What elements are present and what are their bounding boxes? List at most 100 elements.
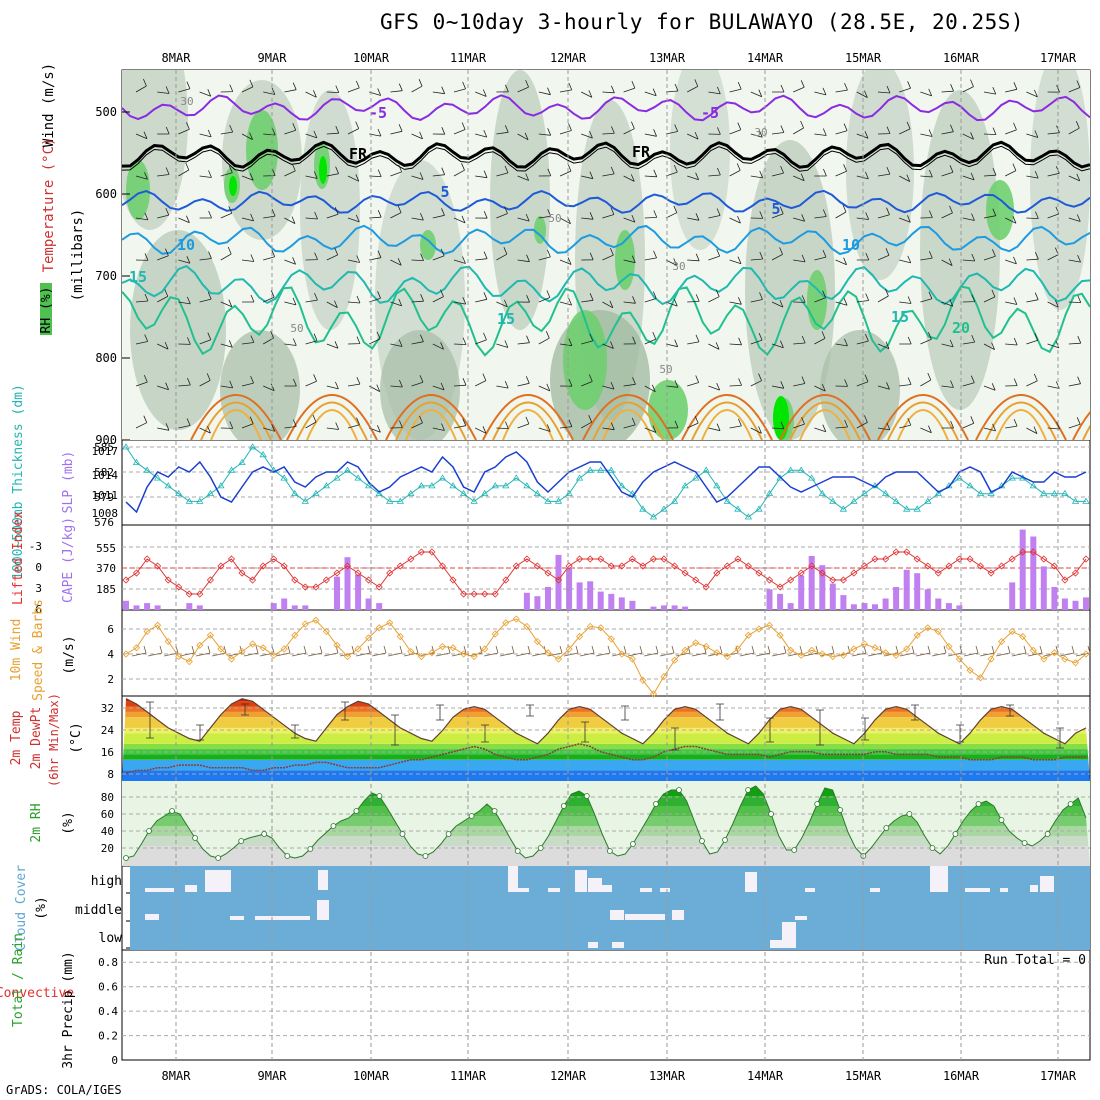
wind-barb [475, 170, 488, 179]
rh-point [583, 793, 590, 799]
rh-point [445, 831, 452, 837]
min-max-whisker [1056, 727, 1064, 749]
wind-barb [1068, 214, 1081, 222]
wind-barb [220, 246, 232, 261]
wind-speed-point [354, 645, 362, 653]
wind-barb [602, 381, 615, 390]
wind-speed-point [871, 644, 879, 652]
rh-legend-swatch [40, 283, 52, 335]
wind-barb [623, 174, 635, 182]
wind-barb [178, 122, 190, 135]
temp-band [122, 701, 1090, 707]
wind-barb [602, 166, 615, 177]
surface-wind-barb [595, 645, 611, 657]
wind-barb [284, 338, 297, 346]
wind-barb [475, 211, 488, 219]
lifted-index-point [175, 583, 183, 591]
wind-barb [750, 292, 763, 303]
temp-band [122, 743, 1090, 750]
wind-barb [538, 168, 552, 177]
wind-barb [411, 334, 424, 345]
wind-speed-point [365, 634, 373, 642]
wind-barb [305, 414, 317, 429]
wind-barb [793, 120, 804, 135]
cloud-bar [965, 888, 990, 892]
wind-barb [602, 341, 614, 349]
wind-barb [814, 383, 826, 392]
wind-barb [263, 208, 276, 219]
lifted-index-point [291, 576, 299, 584]
wind-barb [665, 258, 678, 266]
wind-barb [983, 168, 997, 177]
wind-barb [1089, 386, 1090, 387]
wind-barb [284, 123, 297, 135]
wind-barb [729, 297, 742, 305]
rh-high-shading [807, 270, 827, 330]
wind-barb [687, 253, 700, 262]
lifted-index-point [502, 576, 510, 584]
wind-barb [793, 416, 805, 429]
thickness-point [523, 482, 531, 489]
wind-barb [644, 169, 658, 178]
wind-barb [856, 131, 869, 139]
cape-bar [534, 596, 541, 610]
wind-speed-point [565, 645, 573, 653]
wind-barb [877, 126, 891, 135]
thickness-point [143, 466, 151, 473]
wind-barb [899, 174, 911, 182]
lifted-index-point [533, 562, 541, 570]
warm-isotherm [701, 409, 753, 440]
surface-wind-barb [931, 645, 947, 657]
thickness-point [206, 489, 215, 497]
cloud-level-label: high [91, 874, 122, 889]
wind-barb [983, 423, 996, 432]
wind-barb [284, 216, 296, 224]
isotherm-20 [122, 285, 1090, 357]
wind-barb [1026, 292, 1039, 303]
wind-barb [559, 257, 572, 265]
cape-bar [808, 556, 815, 610]
precip-units-label: 3hr Precip (mm) [61, 951, 76, 1068]
temp-tick: 24 [101, 724, 115, 737]
wind-speed-point [206, 631, 214, 639]
lifted-index-point [829, 576, 837, 584]
wind-speed-point [1061, 655, 1069, 663]
wind-speed-point [924, 624, 932, 632]
lifted-index-point [618, 562, 626, 570]
wind-barb [157, 86, 170, 94]
cape-bar [682, 606, 689, 610]
wind-speed-point [481, 645, 489, 653]
lifted-index-point [322, 576, 330, 584]
thickness-point [681, 482, 689, 489]
wind-tick: 2 [107, 673, 114, 686]
wind-speed-point [132, 644, 141, 652]
rh-point [745, 787, 751, 793]
wind-barb [157, 126, 170, 135]
warm-isotherm [286, 394, 378, 440]
wind-barb [729, 122, 742, 135]
wind-barb [432, 423, 445, 431]
lifted-index-point [407, 555, 415, 563]
wind-barb [135, 293, 149, 303]
thickness-point [533, 489, 542, 497]
rh-tick: 40 [101, 825, 114, 838]
wind-barb [1005, 216, 1017, 224]
cape-bar [650, 606, 657, 610]
wind-speed-point [396, 632, 404, 641]
cloud-bar [205, 870, 231, 892]
min-max-whisker [391, 714, 399, 746]
wind-barb [771, 340, 784, 349]
wind-barb [157, 248, 169, 261]
wind-barb [1005, 378, 1018, 387]
wind-speed-point [776, 631, 784, 639]
wind-barb [559, 338, 573, 347]
wind-speed-point [839, 651, 847, 659]
rh-contour-label: 30 [672, 260, 685, 273]
wind-barb [835, 257, 847, 266]
wind-barb [920, 250, 933, 261]
rh-tick: 60 [101, 808, 114, 821]
lifted-index-point [196, 590, 204, 598]
wind-barb [242, 294, 255, 303]
wind-barb [178, 162, 190, 177]
